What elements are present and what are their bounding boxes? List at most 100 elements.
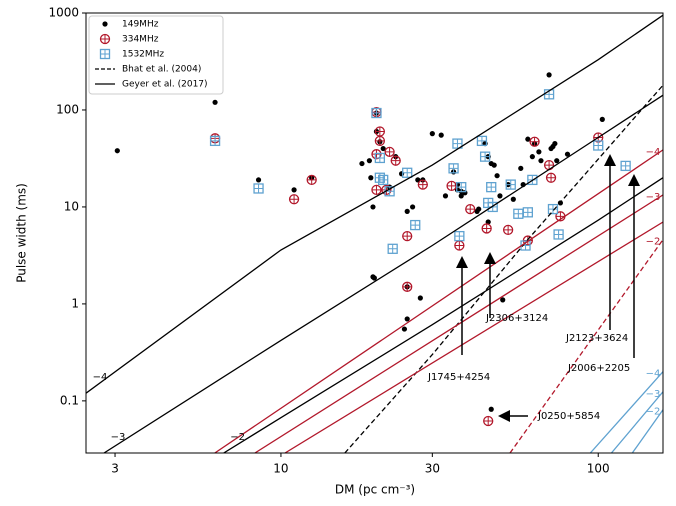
dot <box>476 206 482 212</box>
point <box>99 33 111 45</box>
curve <box>610 391 663 453</box>
point <box>554 158 560 164</box>
plot-area <box>86 14 663 453</box>
cross <box>480 152 490 162</box>
dot <box>291 187 297 193</box>
cross <box>506 180 516 190</box>
legend-label: Geyer et al. (2017) <box>122 80 208 90</box>
curve-label: −2 <box>230 432 245 443</box>
cross <box>449 163 459 173</box>
point <box>371 184 382 196</box>
point <box>454 240 465 251</box>
cross <box>371 108 381 118</box>
dot <box>462 190 468 196</box>
point <box>476 135 488 147</box>
dot <box>518 165 524 171</box>
y-tick-label: 0.1 <box>60 393 79 407</box>
point <box>525 136 531 142</box>
point <box>99 48 111 60</box>
cross <box>418 180 428 190</box>
point <box>398 171 405 177</box>
point <box>452 138 463 149</box>
curve <box>86 14 663 394</box>
curve <box>254 194 663 453</box>
point <box>500 297 506 303</box>
point <box>255 177 262 183</box>
dot <box>554 158 560 164</box>
point <box>366 158 372 164</box>
point <box>446 180 457 191</box>
annotation: J2123+3624 <box>565 333 628 344</box>
dot <box>398 171 405 177</box>
point <box>543 159 555 171</box>
cross <box>410 220 420 230</box>
cross <box>375 136 385 146</box>
legend-label: Bhat et al. (2004) <box>122 65 201 75</box>
point <box>404 316 410 322</box>
cross <box>513 209 523 219</box>
point <box>505 179 516 190</box>
axes-frame <box>85 12 664 454</box>
dot <box>564 151 571 157</box>
dot <box>370 204 376 210</box>
point <box>529 154 535 160</box>
dot <box>359 160 365 167</box>
curve-label: −3 <box>646 192 661 203</box>
annotation: J2306+3124 <box>485 313 548 324</box>
point <box>410 219 421 231</box>
point <box>488 406 494 412</box>
dot <box>380 145 386 152</box>
point <box>442 193 449 199</box>
curve <box>214 149 663 453</box>
cross <box>402 231 412 241</box>
dot <box>442 193 449 199</box>
curve <box>509 239 663 453</box>
cross <box>454 231 464 241</box>
point <box>114 148 120 154</box>
dot <box>212 99 218 105</box>
curve-label: −2 <box>646 237 661 248</box>
point <box>368 175 374 181</box>
y-tick-label: 10 <box>64 199 79 213</box>
point <box>564 151 571 157</box>
curve <box>589 371 663 453</box>
legend-label: 334MHz <box>122 35 159 45</box>
dot <box>552 140 558 147</box>
point <box>536 149 542 155</box>
point <box>429 131 435 137</box>
dot <box>538 158 544 164</box>
point <box>209 135 221 147</box>
curve-label: −2 <box>646 407 661 418</box>
point <box>410 204 416 210</box>
cross <box>456 182 466 192</box>
dot <box>401 326 408 332</box>
dot <box>417 295 423 301</box>
point <box>483 415 494 427</box>
curve <box>631 409 663 453</box>
cross <box>391 156 401 166</box>
point <box>438 132 444 138</box>
cross <box>378 175 388 185</box>
cross <box>621 161 631 171</box>
cross <box>544 160 554 170</box>
point <box>547 203 559 215</box>
cross <box>546 173 556 183</box>
legend-box <box>88 15 224 95</box>
dot <box>497 193 503 199</box>
cross <box>402 282 412 292</box>
cross <box>371 185 381 195</box>
point <box>370 204 376 210</box>
point <box>454 230 465 242</box>
dot <box>500 297 506 303</box>
dot <box>491 162 497 168</box>
dot <box>599 116 605 122</box>
cross <box>554 229 564 239</box>
x-tick-label: 10 <box>273 462 288 476</box>
point <box>545 172 557 183</box>
point <box>502 224 514 236</box>
curve-label: −3 <box>646 389 661 400</box>
legend-label: 1532MHz <box>122 50 164 60</box>
annotation: J0250+5854 <box>537 411 600 422</box>
cross <box>388 244 398 254</box>
